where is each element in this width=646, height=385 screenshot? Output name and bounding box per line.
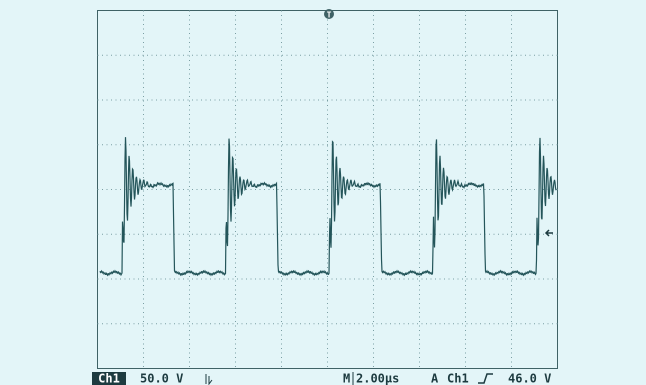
channel-label: Ch1 [98, 372, 120, 385]
oscilloscope-screen: T Ch1 50.0 V M 2.00µs A Ch1 46.0 V [0, 0, 646, 385]
time-per-div: 2.00µs [356, 372, 399, 385]
trigger-source: Ch1 [447, 372, 469, 385]
mode: M [343, 372, 350, 385]
trigger-mode: A [431, 372, 439, 385]
trigger-level: 46.0 V [508, 372, 551, 385]
page: T Ch1 50.0 V M 2.00µs A Ch1 46.0 V (() =… [0, 0, 646, 385]
trigger-marker: T [327, 11, 332, 20]
volts-per-div: 50.0 V [140, 372, 183, 385]
